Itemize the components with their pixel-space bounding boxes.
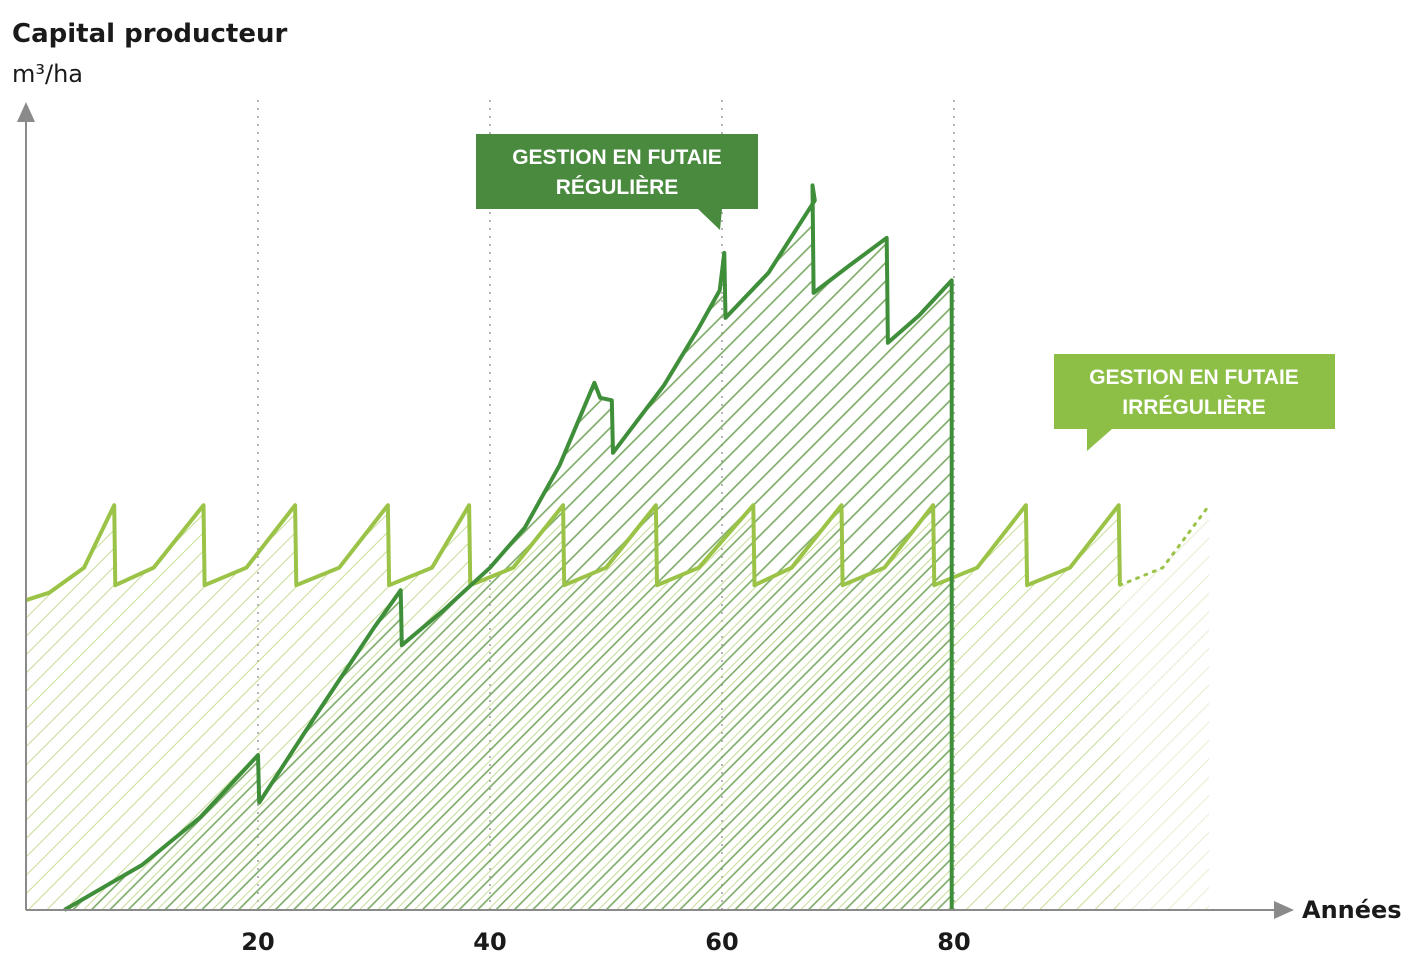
irreguliere-projection-area (1119, 505, 1210, 910)
y-axis-arrow (17, 102, 35, 122)
callout-reguliere-line2: RÉGULIÈRE (556, 176, 679, 199)
axes (17, 102, 1294, 919)
x-tick-label-80: 80 (937, 928, 970, 956)
irreguliere-projection-line (1118, 503, 1211, 587)
callout-irreguliere: GESTION EN FUTAIE IRRÉGULIÈRE (1054, 354, 1335, 451)
callout-reguliere-box (476, 134, 758, 230)
x-tick-labels: 20 40 60 80 (241, 928, 970, 956)
x-tick-label-40: 40 (473, 928, 506, 956)
callout-reguliere-line1: GESTION EN FUTAIE (512, 146, 722, 169)
reguliere-line (63, 183, 954, 912)
x-axis-label: Années (1302, 896, 1402, 924)
callout-irreguliere-box (1054, 354, 1335, 451)
callout-reguliere: GESTION EN FUTAIE RÉGULIÈRE (476, 134, 758, 230)
x-axis-arrow (1274, 901, 1294, 919)
irreguliere-line (25, 503, 1122, 603)
callout-irreguliere-line2: IRRÉGULIÈRE (1122, 396, 1266, 419)
callout-irreguliere-line1: GESTION EN FUTAIE (1089, 366, 1299, 389)
x-tick-label-20: 20 (241, 928, 274, 956)
x-tick-label-60: 60 (705, 928, 738, 956)
y-axis-label: m³/ha (12, 60, 83, 88)
chart-title: Capital producteur (12, 19, 287, 49)
